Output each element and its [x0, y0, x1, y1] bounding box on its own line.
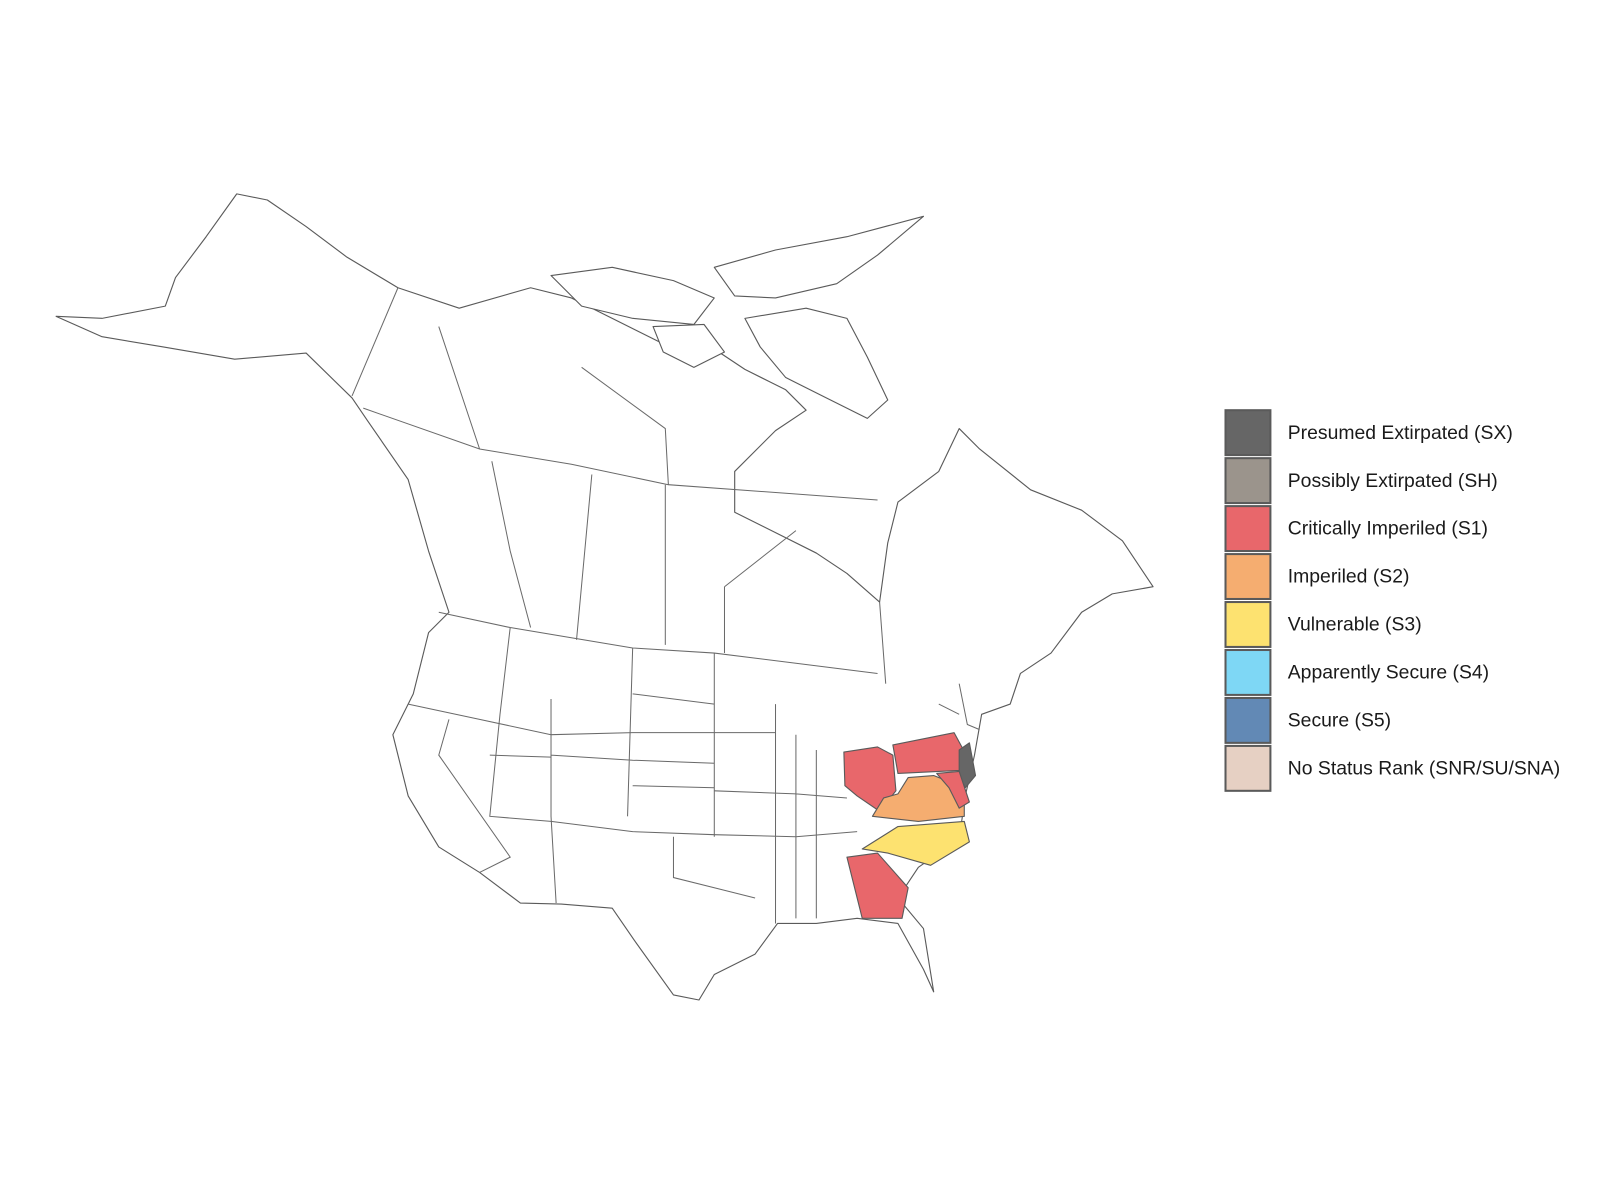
legend-swatch: [1224, 696, 1272, 744]
legend-label: Possibly Extirpated (SH): [1288, 470, 1498, 492]
legend-label: Imperiled (S2): [1288, 566, 1410, 588]
legend-swatch: [1224, 409, 1272, 457]
legend-swatch: [1224, 744, 1272, 792]
continent: [55, 193, 1154, 1001]
legend-swatch: [1224, 505, 1272, 553]
island: [652, 323, 726, 368]
legend-swatch: [1224, 648, 1272, 696]
legend-label: No Status Rank (SNR/SU/SNA): [1288, 758, 1560, 780]
shaded-regions: [843, 732, 977, 919]
legend-label: Apparently Secure (S4): [1288, 662, 1489, 684]
legend-label: Secure (S5): [1288, 710, 1391, 732]
region: [846, 852, 909, 919]
legend-swatch: [1224, 553, 1272, 600]
island: [713, 215, 925, 299]
legend-label: Vulnerable (S3): [1288, 614, 1422, 636]
legend-swatch: [1224, 601, 1272, 648]
region: [861, 820, 970, 866]
region: [936, 770, 970, 809]
legend-swatch: [1224, 457, 1272, 505]
island: [744, 307, 889, 419]
island: [550, 266, 715, 326]
legend: Presumed Extirpated (SX) Possibly Extirpa…: [1224, 409, 1560, 792]
borders: [351, 287, 980, 924]
legend-label: Critically Imperiled (S1): [1288, 518, 1488, 540]
land: [55, 193, 1154, 1001]
legend-label: Presumed Extirpated (SX): [1288, 422, 1513, 444]
